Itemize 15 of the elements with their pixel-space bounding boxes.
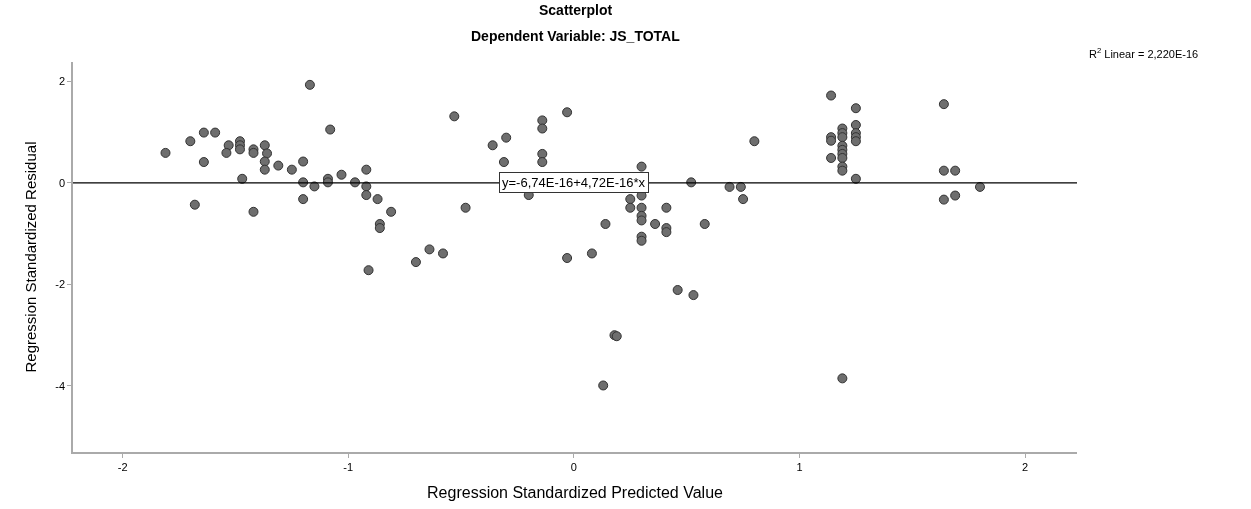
- x-tick-label: -2: [117, 460, 128, 473]
- chart-title: Scatterplot: [539, 2, 613, 18]
- y-axis-title: Regression Standardized Residual: [22, 141, 40, 373]
- x-tick-label: 2: [1022, 460, 1029, 473]
- x-tick-label: 0: [570, 460, 577, 473]
- x-axis-title: Regression Standardized Predicted Value: [427, 484, 724, 502]
- y-tick-label: 0: [58, 176, 66, 189]
- chart-subtitle: Dependent Variable: JS_TOTAL: [471, 28, 681, 44]
- y-tick-label: -2: [55, 278, 66, 291]
- y-tick-label: -4: [55, 379, 66, 392]
- x-tick-label: -1: [343, 460, 354, 473]
- text: R$^{2}$ Linear = 2,220E-16: [1089, 46, 1199, 60]
- annotation: y=-6,74E-16+4,72E-16*x: [502, 175, 646, 190]
- x-tick-label: 1: [796, 460, 803, 473]
- y-tick-label: 2: [58, 75, 66, 88]
